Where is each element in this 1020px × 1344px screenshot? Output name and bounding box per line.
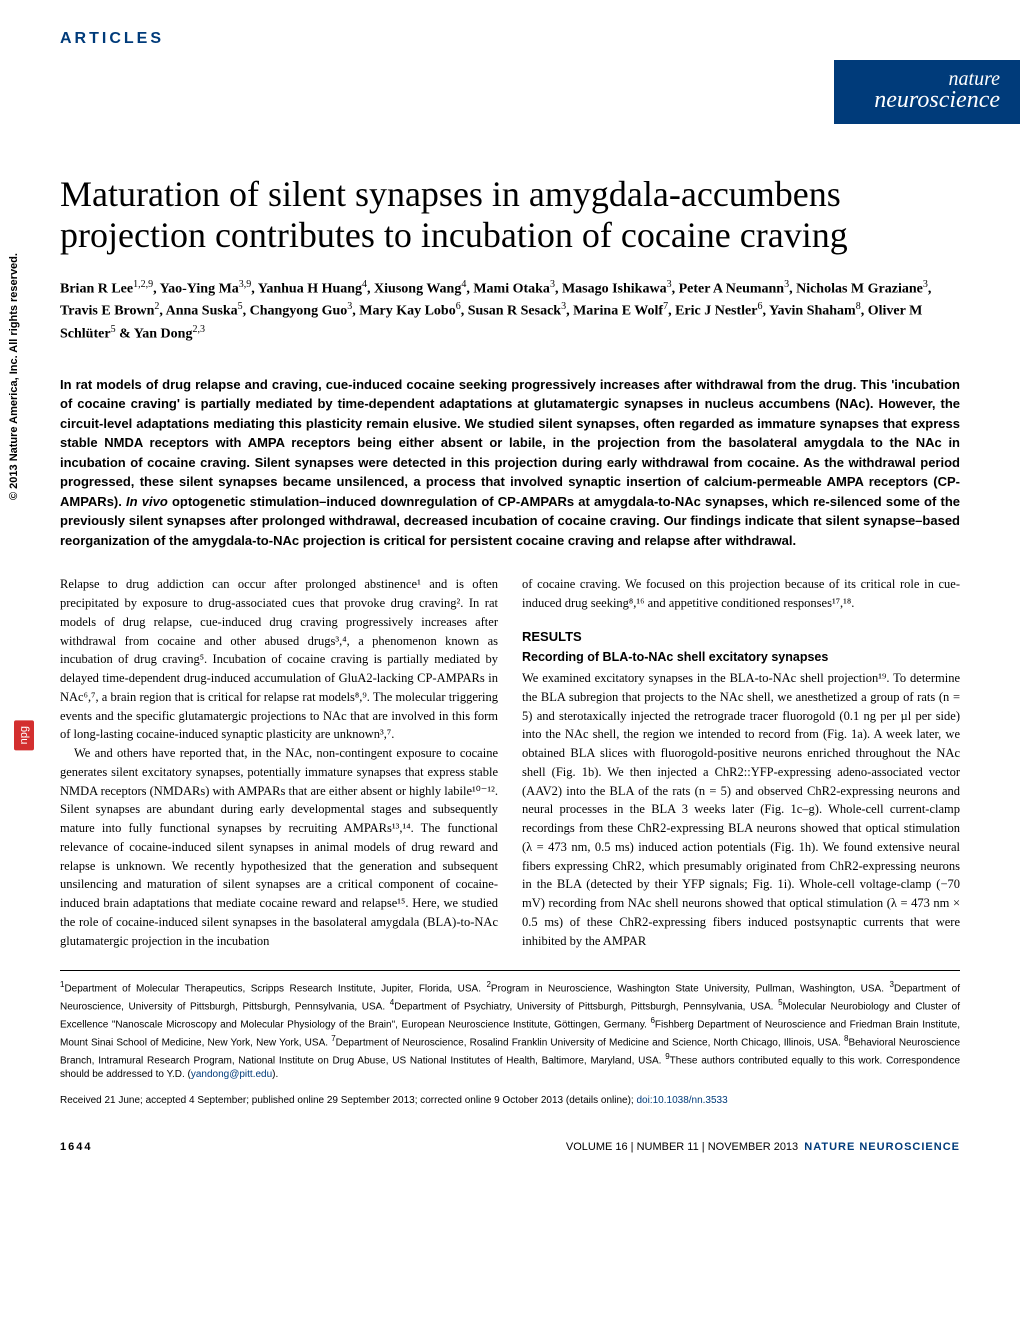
results-heading: RESULTS (522, 627, 960, 647)
body-paragraph: of cocaine craving. We focused on this p… (522, 575, 960, 613)
body-paragraph: We and others have reported that, in the… (60, 744, 498, 950)
volume-info: VOLUME 16 | NUMBER 11 | NOVEMBER 2013 (566, 1141, 798, 1153)
right-column: of cocaine craving. We focused on this p… (522, 575, 960, 950)
doi-link[interactable]: doi:10.1038/nn.3533 (636, 1095, 727, 1106)
page-footer: 1644 VOLUME 16 | NUMBER 11 | NOVEMBER 20… (60, 1141, 960, 1153)
journal-name: NATURE NEUROSCIENCE (804, 1141, 960, 1153)
received-text: Received 21 June; accepted 4 September; … (60, 1095, 636, 1106)
npg-badge: npg (14, 720, 34, 750)
footer-citation: VOLUME 16 | NUMBER 11 | NOVEMBER 2013 NA… (566, 1141, 960, 1153)
received-line: Received 21 June; accepted 4 September; … (60, 1095, 960, 1106)
article-title: Maturation of silent synapses in amygdal… (60, 174, 960, 257)
body-paragraph: We examined excitatory synapses in the B… (522, 669, 960, 950)
authors-list: Brian R Lee1,2,9, Yao-Ying Ma3,9, Yanhua… (60, 277, 960, 345)
section-label: ARTICLES (60, 30, 164, 48)
abstract: In rat models of drug relapse and cravin… (60, 375, 960, 551)
journal-brand: nature neuroscience (834, 60, 1020, 124)
brand-line-2: neuroscience (874, 87, 1000, 114)
subsection-heading: Recording of BLA-to-NAc shell excitatory… (522, 648, 960, 667)
page-number: 1644 (60, 1141, 92, 1153)
body-paragraph: Relapse to drug addiction can occur afte… (60, 575, 498, 744)
page-header: ARTICLES nature neuroscience (60, 30, 960, 124)
body-text: Relapse to drug addiction can occur afte… (60, 575, 960, 950)
affiliations: 1Department of Molecular Therapeutics, S… (60, 970, 960, 1083)
left-column: Relapse to drug addiction can occur afte… (60, 575, 498, 950)
copyright-sidebar: © 2013 Nature America, Inc. All rights r… (8, 253, 20, 500)
